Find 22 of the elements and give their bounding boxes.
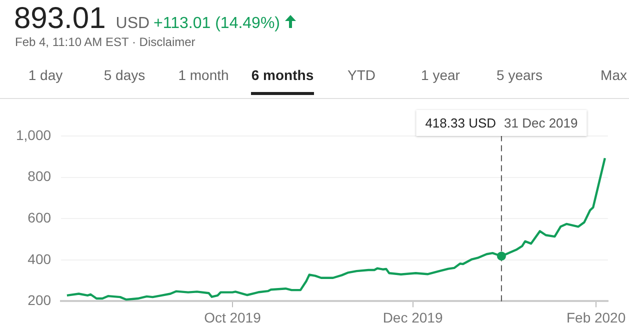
text: 418.33 USD — [425, 116, 496, 131]
text: 1 month — [178, 67, 229, 85]
y-tick-label: 600 — [28, 209, 52, 226]
y-tick-label: 1,000 — [16, 126, 52, 143]
text: 1 day — [28, 67, 63, 85]
y-tick-label: 200 — [28, 292, 52, 308]
chart-title: 893.01 — [14, 2, 106, 36]
text: 5 years — [496, 67, 542, 85]
x-tick-label: Dec 2019 — [382, 309, 443, 326]
text: Max — [600, 67, 627, 85]
text: 5 days — [104, 67, 146, 85]
text: YTD — [348, 67, 376, 85]
x-tick-label: Feb 2020 — [566, 309, 626, 326]
y-tick-label: 800 — [28, 168, 52, 184]
text: 1 year — [421, 67, 460, 85]
x-tick-label: Oct 2019 — [204, 309, 262, 326]
chart-subtitle: Feb 4, 11:10 AM EST · Disclaimer — [15, 35, 196, 49]
y-tick-label: 400 — [28, 250, 52, 267]
text: 31 Dec 2019 — [504, 116, 578, 131]
text: +113.01 (14.49%) — [154, 15, 280, 33]
text: 6 months — [251, 67, 314, 95]
text: USD — [116, 15, 150, 33]
